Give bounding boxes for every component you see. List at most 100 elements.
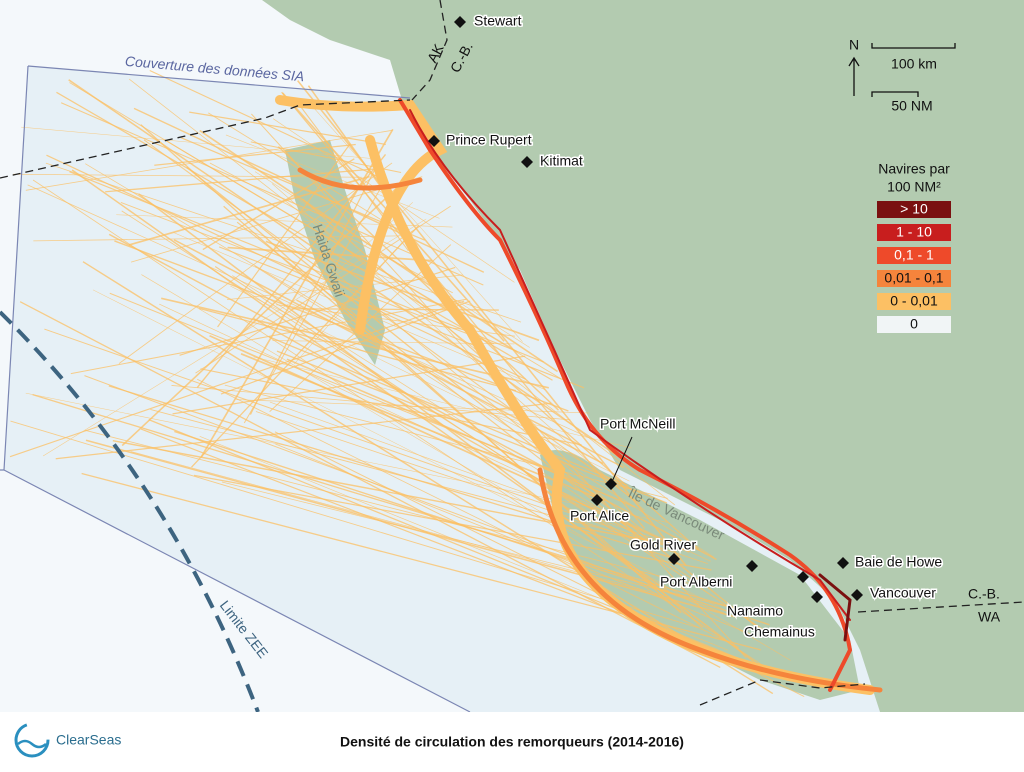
traffic-line (209, 162, 454, 294)
place-label: Port Alice (570, 508, 629, 524)
place-marker (454, 16, 466, 28)
traffic-line (236, 399, 589, 414)
place-marker (521, 156, 533, 168)
traffic-line (13, 173, 363, 178)
traffic-line (42, 218, 427, 457)
legend-swatch (877, 201, 951, 218)
traffic-line (69, 82, 562, 380)
logo-mark (14, 722, 50, 758)
coverage-boundary (0, 65, 471, 713)
place-marker (837, 557, 849, 569)
traffic-line (307, 101, 523, 342)
vancouver-island (540, 450, 860, 700)
traffic-line (108, 233, 717, 561)
traffic-line (140, 124, 682, 614)
legend-label: 0,01 - 0,1 (884, 270, 943, 286)
legend-swatch (877, 316, 951, 333)
traffic-line (193, 474, 712, 571)
traffic-line (130, 176, 423, 263)
place-marker (797, 571, 809, 583)
scale-label: 100 km (891, 56, 937, 72)
traffic-line (253, 317, 654, 545)
traffic-line (295, 100, 409, 252)
region-label: WA (978, 609, 1001, 625)
traffic-line (84, 429, 691, 585)
place-marker (811, 591, 823, 603)
scale-bar (871, 43, 956, 97)
legend-swatch (877, 270, 951, 287)
traffic-line (200, 368, 582, 446)
traffic-line (105, 167, 383, 193)
traffic-line (240, 353, 605, 502)
traffic-line (277, 146, 560, 411)
place-label: Kitimat (540, 153, 583, 169)
scale-label: 50 NM (891, 98, 932, 114)
legend-swatch (877, 293, 951, 310)
traffic-line (118, 162, 393, 364)
traffic-line (171, 385, 571, 421)
leader-line (610, 436, 633, 485)
place-label: Baie de Howe (855, 554, 942, 570)
traffic-line (217, 143, 351, 328)
legend-swatch (877, 247, 951, 264)
traffic-line (114, 240, 569, 412)
footer-title: Densité de circulation des remorqueurs (… (340, 734, 684, 750)
place-marker (428, 135, 440, 147)
traffic-line (32, 393, 731, 608)
place-label: Stewart (474, 13, 522, 29)
traffic-line (218, 246, 585, 389)
traffic-line (291, 308, 499, 311)
place-marker (591, 494, 603, 506)
traffic-line (150, 408, 667, 547)
traffic-line (120, 201, 495, 345)
legend-title: 100 NM² (887, 179, 941, 195)
logo-text: ClearSeas (56, 732, 121, 748)
legend-title: Navires par (878, 161, 950, 177)
traffic-line (202, 158, 355, 251)
traffic-line (128, 78, 676, 506)
traffic-line (276, 350, 668, 504)
legend-label: 0,1 - 1 (894, 247, 934, 263)
traffic-line (19, 301, 721, 669)
traffic-line (196, 378, 740, 649)
legend-label: 0 - 0,01 (890, 293, 938, 309)
borders (0, 0, 1024, 706)
traffic-line (82, 261, 774, 695)
footer (0, 712, 1024, 772)
traffic-line (220, 300, 471, 395)
traffic-line (148, 419, 782, 677)
places: Stewart Prince Rupert Kitimat Port McNeill P… (428, 11, 944, 641)
traffic-line (296, 299, 625, 469)
traffic-line (253, 356, 632, 449)
traffic (9, 69, 883, 697)
traffic-line (71, 169, 673, 595)
traffic-line (223, 205, 704, 629)
traffic-line (191, 225, 420, 468)
region-label: C.-B. (968, 586, 1000, 602)
place-label: Port McNeill (600, 416, 675, 432)
traffic-route (297, 167, 883, 693)
traffic-line (255, 411, 708, 565)
traffic-line (172, 355, 526, 415)
place-label: Port Alberni (660, 574, 732, 590)
north-arrow (848, 56, 860, 96)
traffic-line (225, 134, 440, 219)
traffic-line (254, 265, 715, 558)
place-label: Nanaimo (727, 603, 783, 619)
traffic-line (209, 335, 690, 553)
traffic-line (224, 384, 668, 499)
place-label: Chemainus (744, 624, 815, 640)
traffic-line (236, 221, 648, 543)
traffic-line (149, 69, 387, 182)
traffic-line (143, 139, 640, 504)
traffic-line (10, 420, 698, 629)
traffic-line (46, 154, 526, 380)
legend: Navires par 100 NM² > 10 1 - 10 0,1 - 1 0,01 … (877, 161, 951, 333)
traffic-line (291, 236, 643, 531)
traffic-line (221, 481, 727, 607)
legend-swatch (877, 224, 951, 241)
logo-wave (17, 739, 47, 749)
traffic-line (174, 430, 770, 626)
traffic-line (133, 107, 485, 273)
traffic-line (196, 154, 387, 388)
